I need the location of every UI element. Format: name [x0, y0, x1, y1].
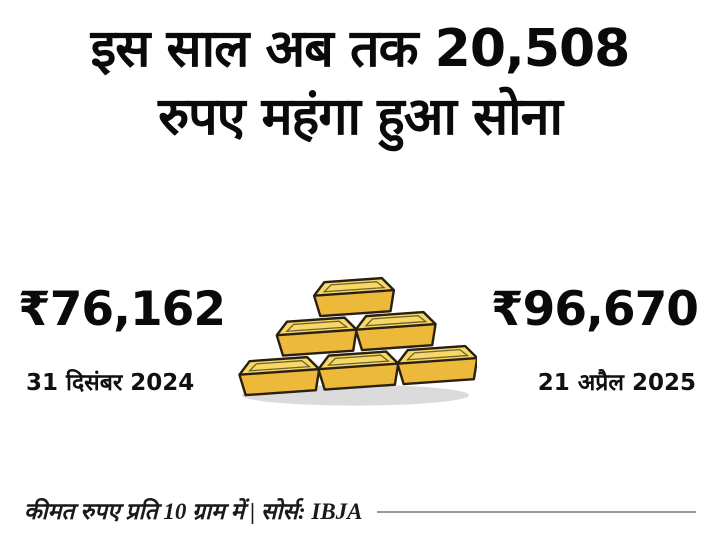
price-date-dec-2024: 31 दिसंबर 2024 [26, 370, 195, 396]
price-block-apr-2025: ₹96,670 21 अप्रैल 2025 [463, 282, 699, 397]
footer: कीमत रुपए प्रति 10 ग्राम में | सोर्स: IB… [24, 494, 696, 526]
headline-line-2: रुपए महंगा हुआ सोना [158, 86, 563, 147]
page-title: इस साल अब तक 20,508 रुपए महंगा हुआ सोना [0, 16, 720, 151]
footer-source-note: कीमत रुपए प्रति 10 ग्राम में | सोर्स: IB… [24, 499, 363, 524]
gold-bars-icon [237, 248, 480, 408]
price-block-dec-2024: ₹76,162 31 दिसंबर 2024 [18, 282, 253, 397]
footer-divider [376, 511, 696, 513]
price-value-dec-2024: ₹76,162 [18, 282, 226, 337]
headline-line-1: इस साल अब तक 20,508 [90, 19, 631, 79]
price-value-apr-2025: ₹96,670 [490, 282, 699, 337]
price-date-apr-2025: 21 अप्रैल 2025 [537, 370, 696, 396]
